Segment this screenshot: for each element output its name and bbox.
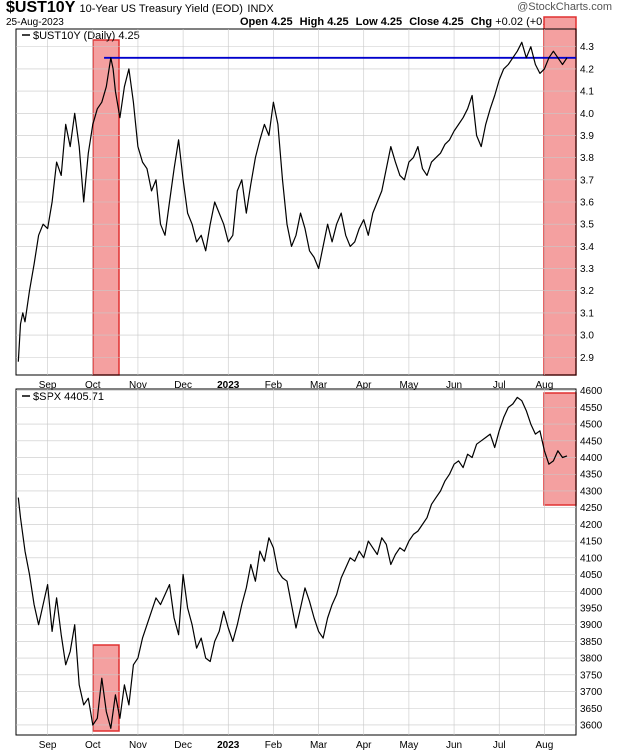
yield-ytick-label: 3.3 bbox=[580, 264, 594, 275]
spx-ytick-label: 3600 bbox=[580, 720, 603, 731]
spx-xtick-label: May bbox=[399, 740, 418, 751]
spx-xtick-label: Nov bbox=[129, 740, 147, 751]
spx-xtick-label: Jun bbox=[446, 740, 462, 751]
spx-xtick-label: Aug bbox=[535, 740, 553, 751]
spx-ytick-label: 4000 bbox=[580, 587, 603, 598]
yield-ytick-label: 3.4 bbox=[580, 242, 594, 253]
spx-plot: 3600 3650 3700 3750 3800 3850 3900 3950 4000 4050… bbox=[16, 386, 603, 751]
spx-ytick-label: 3700 bbox=[580, 687, 603, 698]
spx-ytick-label: 4500 bbox=[580, 420, 603, 431]
spx-xtick-label: Feb bbox=[265, 740, 283, 751]
yield-ytick-label: 4.2 bbox=[580, 64, 594, 75]
spx-xtick-label: Apr bbox=[356, 740, 372, 751]
spx-ytick-label: 4150 bbox=[580, 537, 603, 548]
yield-xtick-label: Mar bbox=[310, 380, 328, 391]
yield-ytick-label: 3.0 bbox=[580, 331, 594, 342]
spx-xtick-label: Dec bbox=[174, 740, 192, 751]
yield-ytick-label: 4.0 bbox=[580, 109, 594, 120]
yield-ytick-label: 3.2 bbox=[580, 286, 594, 297]
highlight-aug-yield bbox=[544, 17, 576, 375]
yield-ytick-label: 3.8 bbox=[580, 153, 594, 164]
yield-ytick-label: 3.7 bbox=[580, 175, 594, 186]
spx-xtick-label: Oct bbox=[85, 740, 101, 751]
spx-ytick-label: 4100 bbox=[580, 553, 603, 564]
yield-ytick-label: 3.9 bbox=[580, 131, 594, 142]
yield-ytick-label: 4.3 bbox=[580, 42, 594, 53]
spx-ytick-label: 4250 bbox=[580, 503, 603, 514]
spx-ytick-label: 3750 bbox=[580, 670, 603, 681]
yield-xtick-label: Apr bbox=[356, 380, 372, 391]
spx-ytick-label: 4050 bbox=[580, 570, 603, 581]
yield-legend: $UST10Y (Daily) 4.25 bbox=[22, 30, 140, 42]
spx-ytick-label: 3650 bbox=[580, 704, 603, 715]
spx-xtick-label: Mar bbox=[310, 740, 328, 751]
spx-ytick-label: 4600 bbox=[580, 386, 603, 397]
spx-ytick-label: 4200 bbox=[580, 520, 603, 531]
yield-ytick-label: 3.5 bbox=[580, 220, 594, 231]
spx-ytick-label: 3900 bbox=[580, 620, 603, 631]
yield-ytick-label: 3.6 bbox=[580, 198, 594, 209]
highlight-aug-spx bbox=[544, 393, 576, 505]
spx-xtick-label: 2023 bbox=[217, 740, 240, 751]
yield-ytick-label: 4.1 bbox=[580, 87, 594, 98]
spx-legend-text: $SPX 4405.71 bbox=[33, 391, 104, 403]
yield-legend-text: $UST10Y (Daily) 4.25 bbox=[33, 30, 140, 42]
spx-legend: $SPX 4405.71 bbox=[22, 391, 104, 403]
spx-ytick-label: 3800 bbox=[580, 654, 603, 665]
yield-ytick-label: 3.1 bbox=[580, 308, 594, 319]
spx-ytick-label: 4550 bbox=[580, 403, 603, 414]
yield-ytick-label: 2.9 bbox=[580, 353, 594, 364]
spx-ytick-label: 4450 bbox=[580, 436, 603, 447]
spx-ytick-label: 3950 bbox=[580, 603, 603, 614]
spx-xtick-label: Sep bbox=[39, 740, 57, 751]
spx-ytick-label: 3850 bbox=[580, 637, 603, 648]
spx-ytick-label: 4300 bbox=[580, 486, 603, 497]
spx-xtick-label: Jul bbox=[493, 740, 506, 751]
spx-ytick-label: 4400 bbox=[580, 453, 603, 464]
spx-ytick-label: 4350 bbox=[580, 470, 603, 481]
